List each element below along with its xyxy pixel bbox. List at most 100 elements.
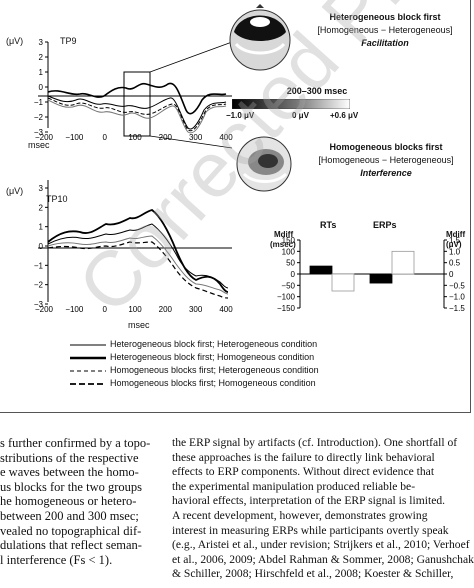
text-line: us blocks for the two groups bbox=[0, 479, 142, 494]
y-tick-label: −2 bbox=[34, 281, 44, 290]
y-tick-label: 0 bbox=[39, 242, 44, 251]
colorbar-title: 200–300 msec bbox=[286, 86, 348, 96]
text-line: these approaches is the failure to direc… bbox=[172, 450, 435, 464]
topo-title: Homogeneous blocks first bbox=[329, 142, 443, 152]
scalp-map-interference bbox=[236, 136, 292, 192]
text-line: interest in measuring ERPs while partici… bbox=[172, 523, 449, 537]
text-line: & Schiller, 2008; Hirschfeld et al., 200… bbox=[172, 567, 454, 581]
text-line: l interference (Fs < 1). bbox=[0, 552, 113, 567]
bar-erps-heterogeneous-first bbox=[369, 273, 393, 284]
text-line: he homogeneous or hetero- bbox=[0, 494, 137, 509]
colorbar-gradient bbox=[232, 99, 350, 109]
legend-line-icon bbox=[70, 383, 106, 385]
y-tick-label: −3 bbox=[34, 128, 44, 137]
text-line: the experimental manipulation produced r… bbox=[172, 479, 416, 493]
channel-label: TP10 bbox=[46, 194, 68, 204]
erp-plot-tp10: 3 2 1 0 −1 −2 −3 −200 −100 0 100 200 300 400 bbox=[34, 180, 233, 314]
right-tick-label: 0.5 bbox=[449, 259, 461, 268]
legend-line-icon bbox=[70, 356, 106, 360]
right-axis-unit: (μV) bbox=[446, 240, 462, 249]
topo-subtitle: [Homogeneous − Heterogeneous] bbox=[318, 155, 454, 165]
x-tick-label: 400 bbox=[219, 305, 233, 314]
bar-rts-heterogeneous-first bbox=[309, 265, 333, 275]
text-line: stributions of the respective bbox=[0, 450, 139, 465]
y-tick-label: 1 bbox=[39, 68, 44, 77]
bar-erps-homogeneous-first bbox=[391, 250, 415, 275]
right-tick-label: 1.5 bbox=[449, 236, 461, 245]
y-tick-label: 1 bbox=[39, 223, 44, 232]
erp-plot-tp9: 3 2 1 0 −1 −2 −3 −200 −100 0 100 200 300 400 bbox=[34, 38, 233, 149]
colorbar-mid: 0 μV bbox=[292, 111, 309, 120]
topo-effect: Interference bbox=[360, 168, 412, 178]
colorbar-max: +0.6 μV bbox=[330, 111, 359, 120]
text-line: s further confirmed by a topo- bbox=[0, 436, 151, 450]
y-tick-label: −1 bbox=[34, 98, 44, 107]
x-tick-label: 300 bbox=[189, 305, 203, 314]
left-column-text: s further confirmed by a topo- stributio… bbox=[0, 436, 160, 567]
right-tick-label: 0 bbox=[449, 270, 454, 279]
text-line: A recent development, however, demonstra… bbox=[172, 508, 428, 522]
x-tick-label: 400 bbox=[219, 133, 233, 142]
y-unit: (μV) bbox=[6, 36, 24, 46]
left-tick-label: 0 bbox=[291, 270, 296, 279]
left-tick-label: 100 bbox=[282, 247, 296, 256]
figure: (μV) TP9 msec 3 2 1 0 −1 −2 −3 −200 −100 0 100 200… bbox=[0, 0, 471, 413]
right-column-text: the ERP signal by artifacts (cf. Introdu… bbox=[172, 436, 474, 582]
legend-label: Heterogeneous block first; Heterogeneous… bbox=[110, 339, 318, 349]
y-tick-label: 2 bbox=[39, 203, 44, 212]
x-tick-label: 0 bbox=[102, 305, 107, 314]
right-tick-label: 1.0 bbox=[449, 247, 461, 256]
text-line: (e.g., Aristei et al., under revision; S… bbox=[172, 538, 470, 552]
legend-label: Heterogeneous block first; Homogeneous c… bbox=[110, 352, 315, 362]
text-line: dulations that reflect seman- bbox=[0, 538, 142, 553]
legend-line-icon bbox=[70, 370, 106, 372]
text-line: e waves between the homo- bbox=[0, 465, 139, 480]
topo-effect: Facilitation bbox=[361, 38, 409, 48]
x-tick-label: 0 bbox=[102, 133, 107, 142]
left-tick-label: −150 bbox=[277, 304, 296, 313]
text-line: havioral effects, interpretation of the … bbox=[172, 494, 446, 508]
left-tick-label: 50 bbox=[286, 259, 295, 268]
topo-title: Heterogeneous block first bbox=[329, 12, 441, 22]
x-tick-label: −200 bbox=[35, 305, 54, 314]
x-tick-label: −200 bbox=[35, 133, 54, 142]
rt-label: RTs bbox=[320, 220, 337, 230]
y-tick-label: 2 bbox=[39, 53, 44, 62]
y-tick-label: −3 bbox=[34, 300, 44, 309]
y-tick-label: 0 bbox=[39, 83, 44, 92]
right-tick-label: −1.5 bbox=[449, 304, 465, 313]
text-line: the ERP signal by artifacts (cf. Introdu… bbox=[172, 436, 458, 449]
x-tick-label: −100 bbox=[65, 133, 84, 142]
left-axis-unit: (msec) bbox=[270, 240, 296, 249]
x-tick-label: 200 bbox=[159, 133, 173, 142]
scalp-map-facilitation bbox=[229, 4, 291, 71]
left-tick-label: −100 bbox=[277, 293, 296, 302]
erp-label: ERPs bbox=[373, 220, 397, 230]
x-tick-label: 100 bbox=[128, 133, 142, 142]
y-tick-label: 3 bbox=[39, 38, 44, 47]
right-tick-label: −1.0 bbox=[449, 293, 465, 302]
y-tick-label: −1 bbox=[34, 261, 44, 270]
colorbar-min: −1.0 μV bbox=[226, 111, 255, 120]
left-axis-title: Mdiff bbox=[274, 230, 294, 239]
y-tick-label: −2 bbox=[34, 113, 44, 122]
x-tick-label: −100 bbox=[65, 305, 84, 314]
x-tick-label: 100 bbox=[128, 305, 142, 314]
y-unit: (μV) bbox=[6, 186, 24, 196]
x-tick-label: 200 bbox=[159, 305, 173, 314]
right-axis-title: Mdiff bbox=[446, 230, 466, 239]
channel-label: TP9 bbox=[60, 36, 77, 46]
bar-rts-homogeneous-first bbox=[331, 273, 355, 292]
text-line: et al., 2006, 2009; Abdel Rahman & Somme… bbox=[172, 552, 474, 566]
bar-chart: 150 100 50 0 −50 −100 −150 1.5 1.0 0.5 0 −0.5 −1.0 −1… bbox=[277, 236, 465, 313]
x-tick-label: 300 bbox=[189, 133, 203, 142]
x-label: msec bbox=[28, 140, 50, 150]
topo-subtitle: [Homogeneous − Heterogeneous] bbox=[317, 25, 453, 35]
left-tick-label: −50 bbox=[281, 281, 295, 290]
left-tick-label: 150 bbox=[282, 236, 296, 245]
text-line: effects to ERP components. Without direc… bbox=[172, 465, 435, 479]
legend-label: Homogeneous blocks first; Homogeneous co… bbox=[110, 378, 316, 388]
text-line: between 200 and 300 msec; bbox=[0, 508, 139, 523]
right-tick-label: −0.5 bbox=[449, 281, 465, 290]
text-line: vealed no topographical dif- bbox=[0, 523, 142, 538]
